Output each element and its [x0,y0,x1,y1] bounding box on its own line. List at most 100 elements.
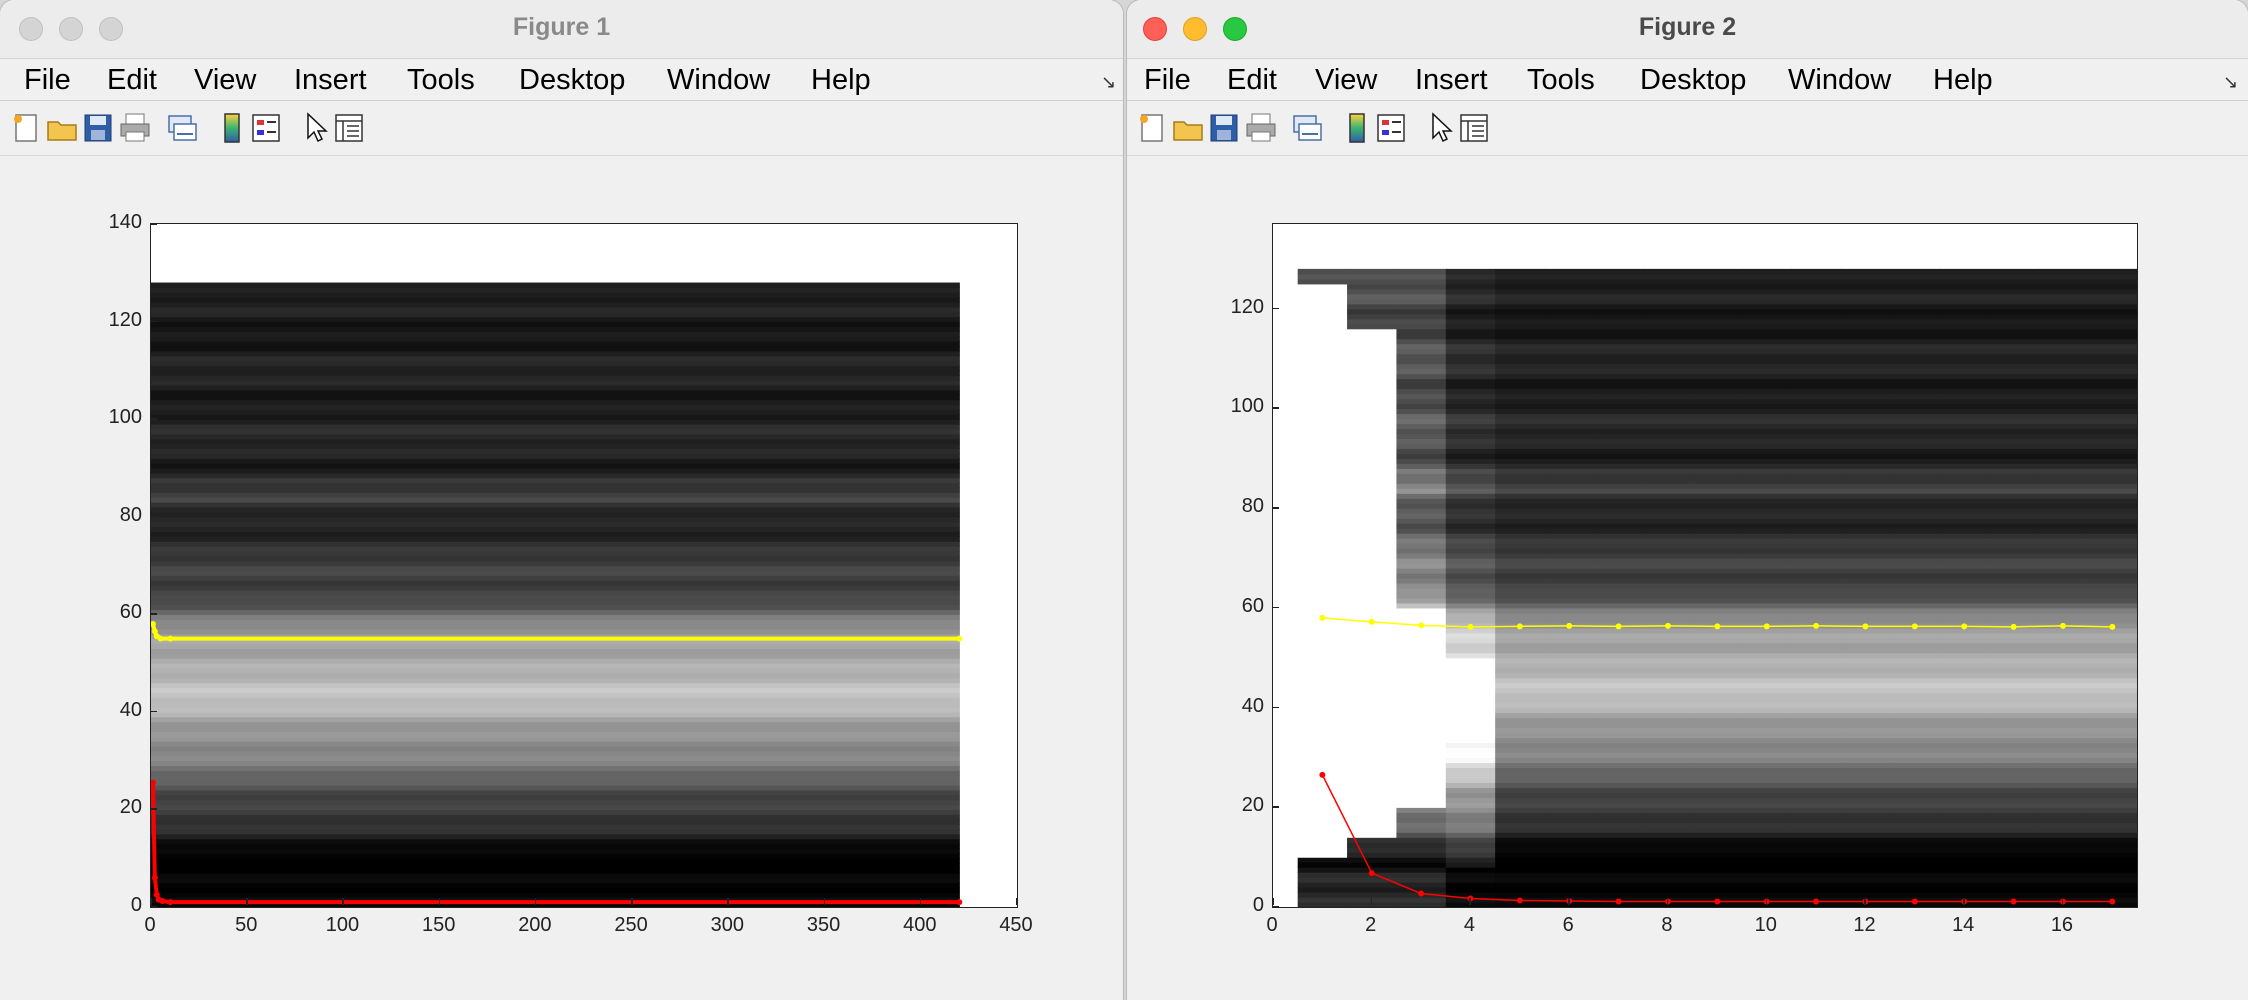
insert-colorbar-icon[interactable] [214,110,250,146]
series-point [151,779,156,786]
menu-edit[interactable]: Edit [107,64,157,96]
x-tick-label: 400 [903,914,937,936]
figure-toolbar [0,101,1123,156]
save-icon[interactable] [80,110,116,146]
y-tick-label: 0 [1252,894,1264,916]
y-tick-mark [150,320,157,323]
x-tick-mark [823,898,826,905]
series-point [956,635,963,642]
series-point [956,899,963,906]
series-point [1862,623,1869,630]
x-tick-label: 0 [1266,914,1278,936]
x-tick-mark [1272,898,1274,905]
new-figure-icon[interactable] [1134,110,1170,146]
series-point [1319,771,1326,778]
x-tick-mark [631,898,633,905]
axes[interactable] [150,223,1018,908]
x-tick-mark [2061,898,2064,905]
y-tick-mark [150,710,157,713]
series-point [1368,870,1375,877]
series-point [1813,898,1820,905]
menu-insert[interactable]: Insert [1415,64,1488,96]
x-tick-mark [919,898,922,905]
property-inspector-icon[interactable] [331,110,367,146]
menu-help[interactable]: Help [1933,64,1993,96]
insert-legend-icon[interactable] [248,110,284,146]
undock-arrow-icon[interactable]: ↘ [2223,72,2239,92]
menu-insert[interactable]: Insert [294,64,367,96]
window-title: Figure 2 [1638,13,1737,41]
menu-edit[interactable]: Edit [1227,64,1277,96]
y-tick-mark [150,515,157,518]
x-tick-label: 4 [1463,914,1476,936]
y-tick-mark [150,906,157,908]
zoom-button[interactable] [99,17,123,41]
series-point [1615,898,1622,905]
link-plot-icon[interactable] [1289,110,1325,146]
close-button[interactable] [1143,17,1167,41]
link-plot-icon[interactable] [164,110,200,146]
menu-view[interactable]: View [1315,64,1378,96]
print-icon[interactable] [1243,110,1279,146]
y-tick-mark [1272,507,1279,509]
x-tick-label: 10 [1754,914,1777,936]
zoom-button[interactable] [1223,17,1247,41]
series-point [167,899,174,906]
series-point [151,874,158,881]
x-tick-mark [1469,898,1471,905]
y-tick-mark [1272,606,1279,609]
menu-view[interactable]: View [194,64,257,96]
insert-colorbar-icon[interactable] [1339,110,1375,146]
print-icon[interactable] [117,110,153,146]
heatmap-image [1297,268,2137,907]
undock-arrow-icon[interactable]: ↘ [1101,72,1117,92]
insert-legend-icon[interactable] [1373,110,1409,146]
edit-plot-pointer-icon[interactable] [298,110,334,146]
open-file-icon[interactable] [44,110,80,146]
y-tick-label: 100 [108,406,142,429]
new-figure-icon[interactable] [8,110,44,146]
x-tick-label: 50 [235,914,258,936]
series-point [1911,898,1918,905]
x-tick-mark [1568,898,1570,905]
series-point [1319,614,1326,621]
close-button[interactable] [19,17,43,41]
title-bar[interactable]: Figure 2 [1127,0,2248,59]
figure-1-window[interactable]: Figure 1 File Edit View Insert Tools Des… [0,0,1123,1000]
series-point [167,635,174,642]
property-inspector-icon[interactable] [1456,110,1492,146]
series-point [1664,622,1671,629]
save-icon[interactable] [1206,110,1242,146]
series-point [1368,618,1375,625]
menu-tools[interactable]: Tools [407,64,475,96]
x-tick-label: 14 [1952,914,1975,936]
menu-help[interactable]: Help [811,64,871,96]
open-file-icon[interactable] [1170,110,1206,146]
series-point [1615,623,1622,630]
y-tick-mark [150,418,157,420]
y-tick-mark [1272,806,1279,808]
menu-desktop[interactable]: Desktop [519,64,626,96]
title-bar[interactable]: Figure 1 [0,0,1123,59]
menu-file[interactable]: File [24,64,71,96]
menu-desktop[interactable]: Desktop [1640,64,1747,96]
menu-window[interactable]: Window [667,64,771,96]
x-tick-label: 8 [1661,914,1673,936]
edit-plot-pointer-icon[interactable] [1423,110,1459,146]
x-tick-mark [1963,898,1965,905]
plot-area [151,282,963,907]
series-point [2109,898,2116,905]
y-tick-label: 100 [1230,395,1264,418]
minimize-button[interactable] [1183,17,1207,41]
series-point [1418,890,1425,897]
menu-window[interactable]: Window [1788,64,1892,96]
x-tick-label: 100 [325,914,360,936]
window-title: Figure 1 [512,13,611,41]
menu-file[interactable]: File [1144,64,1191,96]
axes[interactable] [1272,223,2138,908]
series-point [157,635,164,642]
minimize-button[interactable] [59,17,83,41]
figure-2-window[interactable]: Figure 2 File Edit View Insert Tools Des… [1127,0,2248,1000]
series-point [2010,623,2017,630]
menu-tools[interactable]: Tools [1527,64,1595,96]
